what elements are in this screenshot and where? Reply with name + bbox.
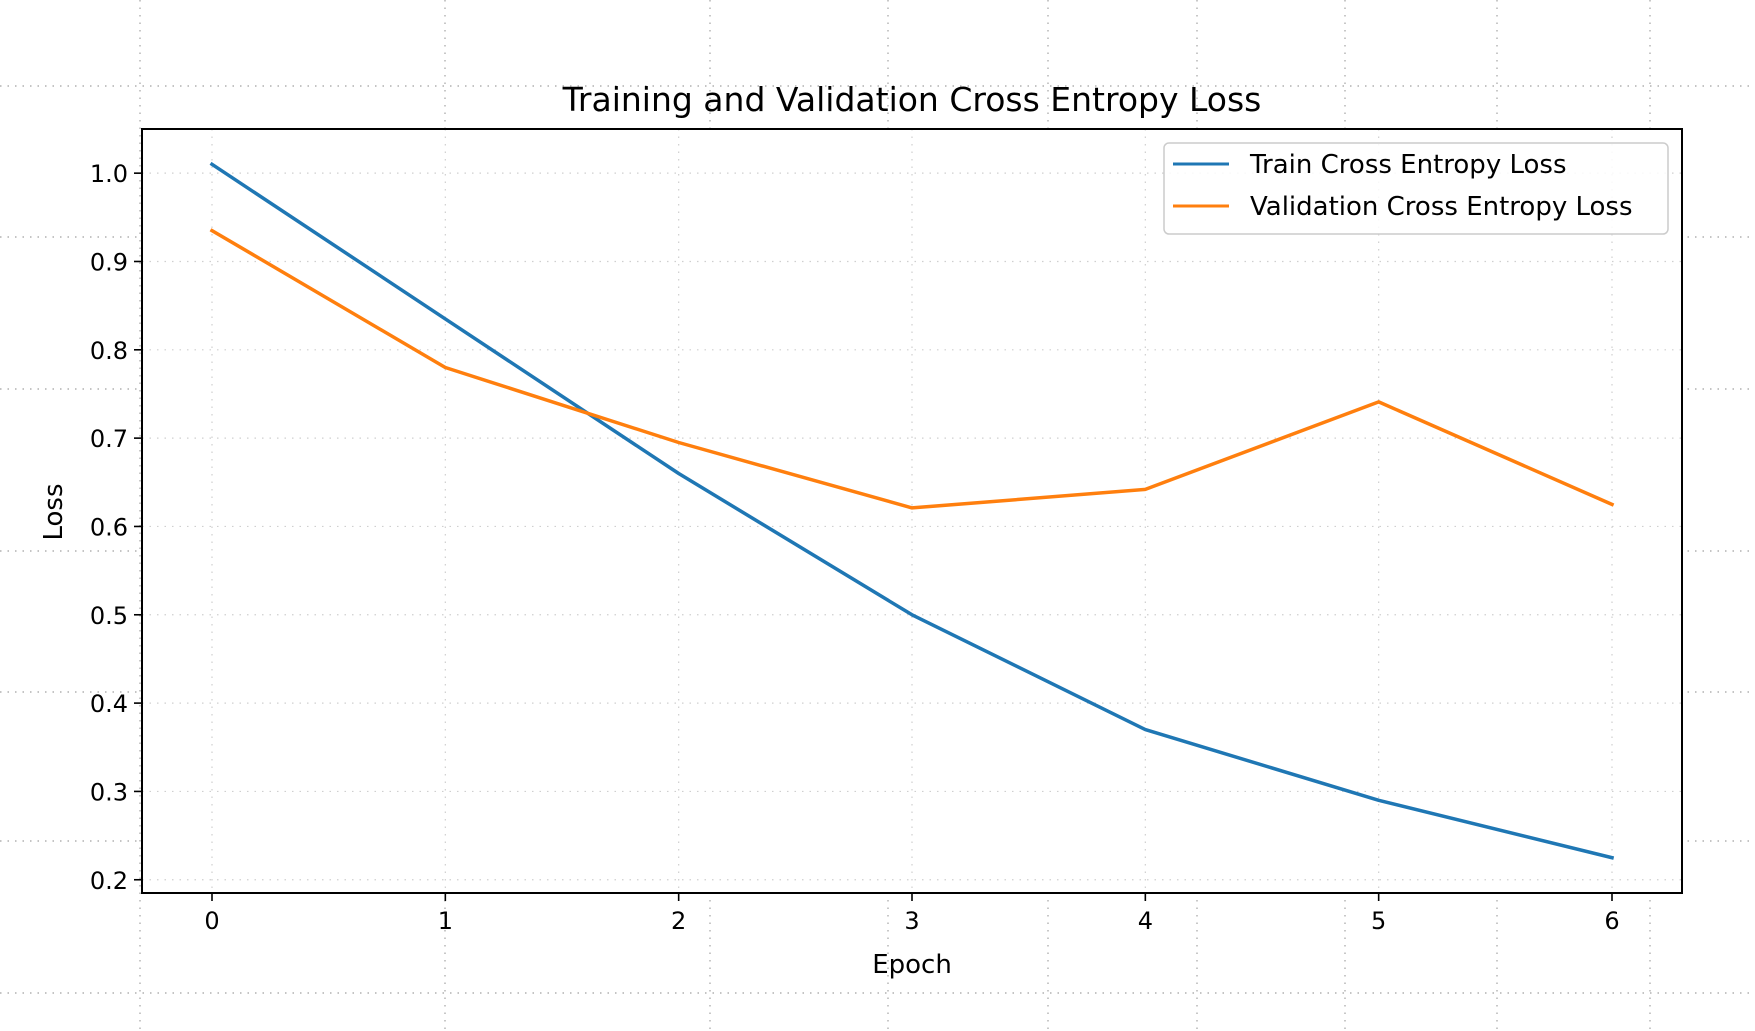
y-axis-ticks: 0.2 0.3 0.4 0.5 0.6 0.7 0.8 0.9 1.0 — [90, 160, 142, 895]
chart-title: Training and Validation Cross Entropy Lo… — [562, 80, 1262, 119]
y-tick-label: 0.3 — [90, 778, 128, 806]
y-axis-label: Loss — [39, 483, 69, 540]
series-layer — [209, 161, 1615, 860]
legend-box — [1163, 142, 1669, 235]
x-tick-label: 2 — [671, 907, 686, 935]
y-tick-label: 0.9 — [90, 248, 128, 276]
x-tick-label: 5 — [1371, 907, 1386, 935]
x-tick-label: 4 — [1138, 907, 1153, 935]
x-tick-label: 6 — [1604, 907, 1619, 935]
x-axis-ticks: 0 1 2 3 4 5 6 — [204, 893, 1620, 935]
plot-area — [142, 129, 1682, 893]
y-tick-label: 0.2 — [90, 867, 128, 895]
x-axis-label: Epoch — [872, 950, 952, 980]
legend: Train Cross Entropy Loss Validation Cros… — [1163, 142, 1669, 235]
x-tick-label: 0 — [204, 907, 219, 935]
y-tick-label: 0.6 — [90, 513, 128, 541]
legend-label-train: Train Cross Entropy Loss — [1249, 150, 1567, 180]
y-tick-label: 0.7 — [90, 425, 128, 453]
y-tick-label: 0.4 — [90, 690, 128, 718]
x-tick-label: 1 — [438, 907, 453, 935]
x-tick-label: 3 — [904, 907, 919, 935]
y-tick-label: 0.5 — [90, 602, 128, 630]
y-tick-label: 0.8 — [90, 337, 128, 365]
y-tick-label: 1.0 — [90, 160, 128, 188]
legend-label-validation: Validation Cross Entropy Loss — [1250, 192, 1633, 222]
